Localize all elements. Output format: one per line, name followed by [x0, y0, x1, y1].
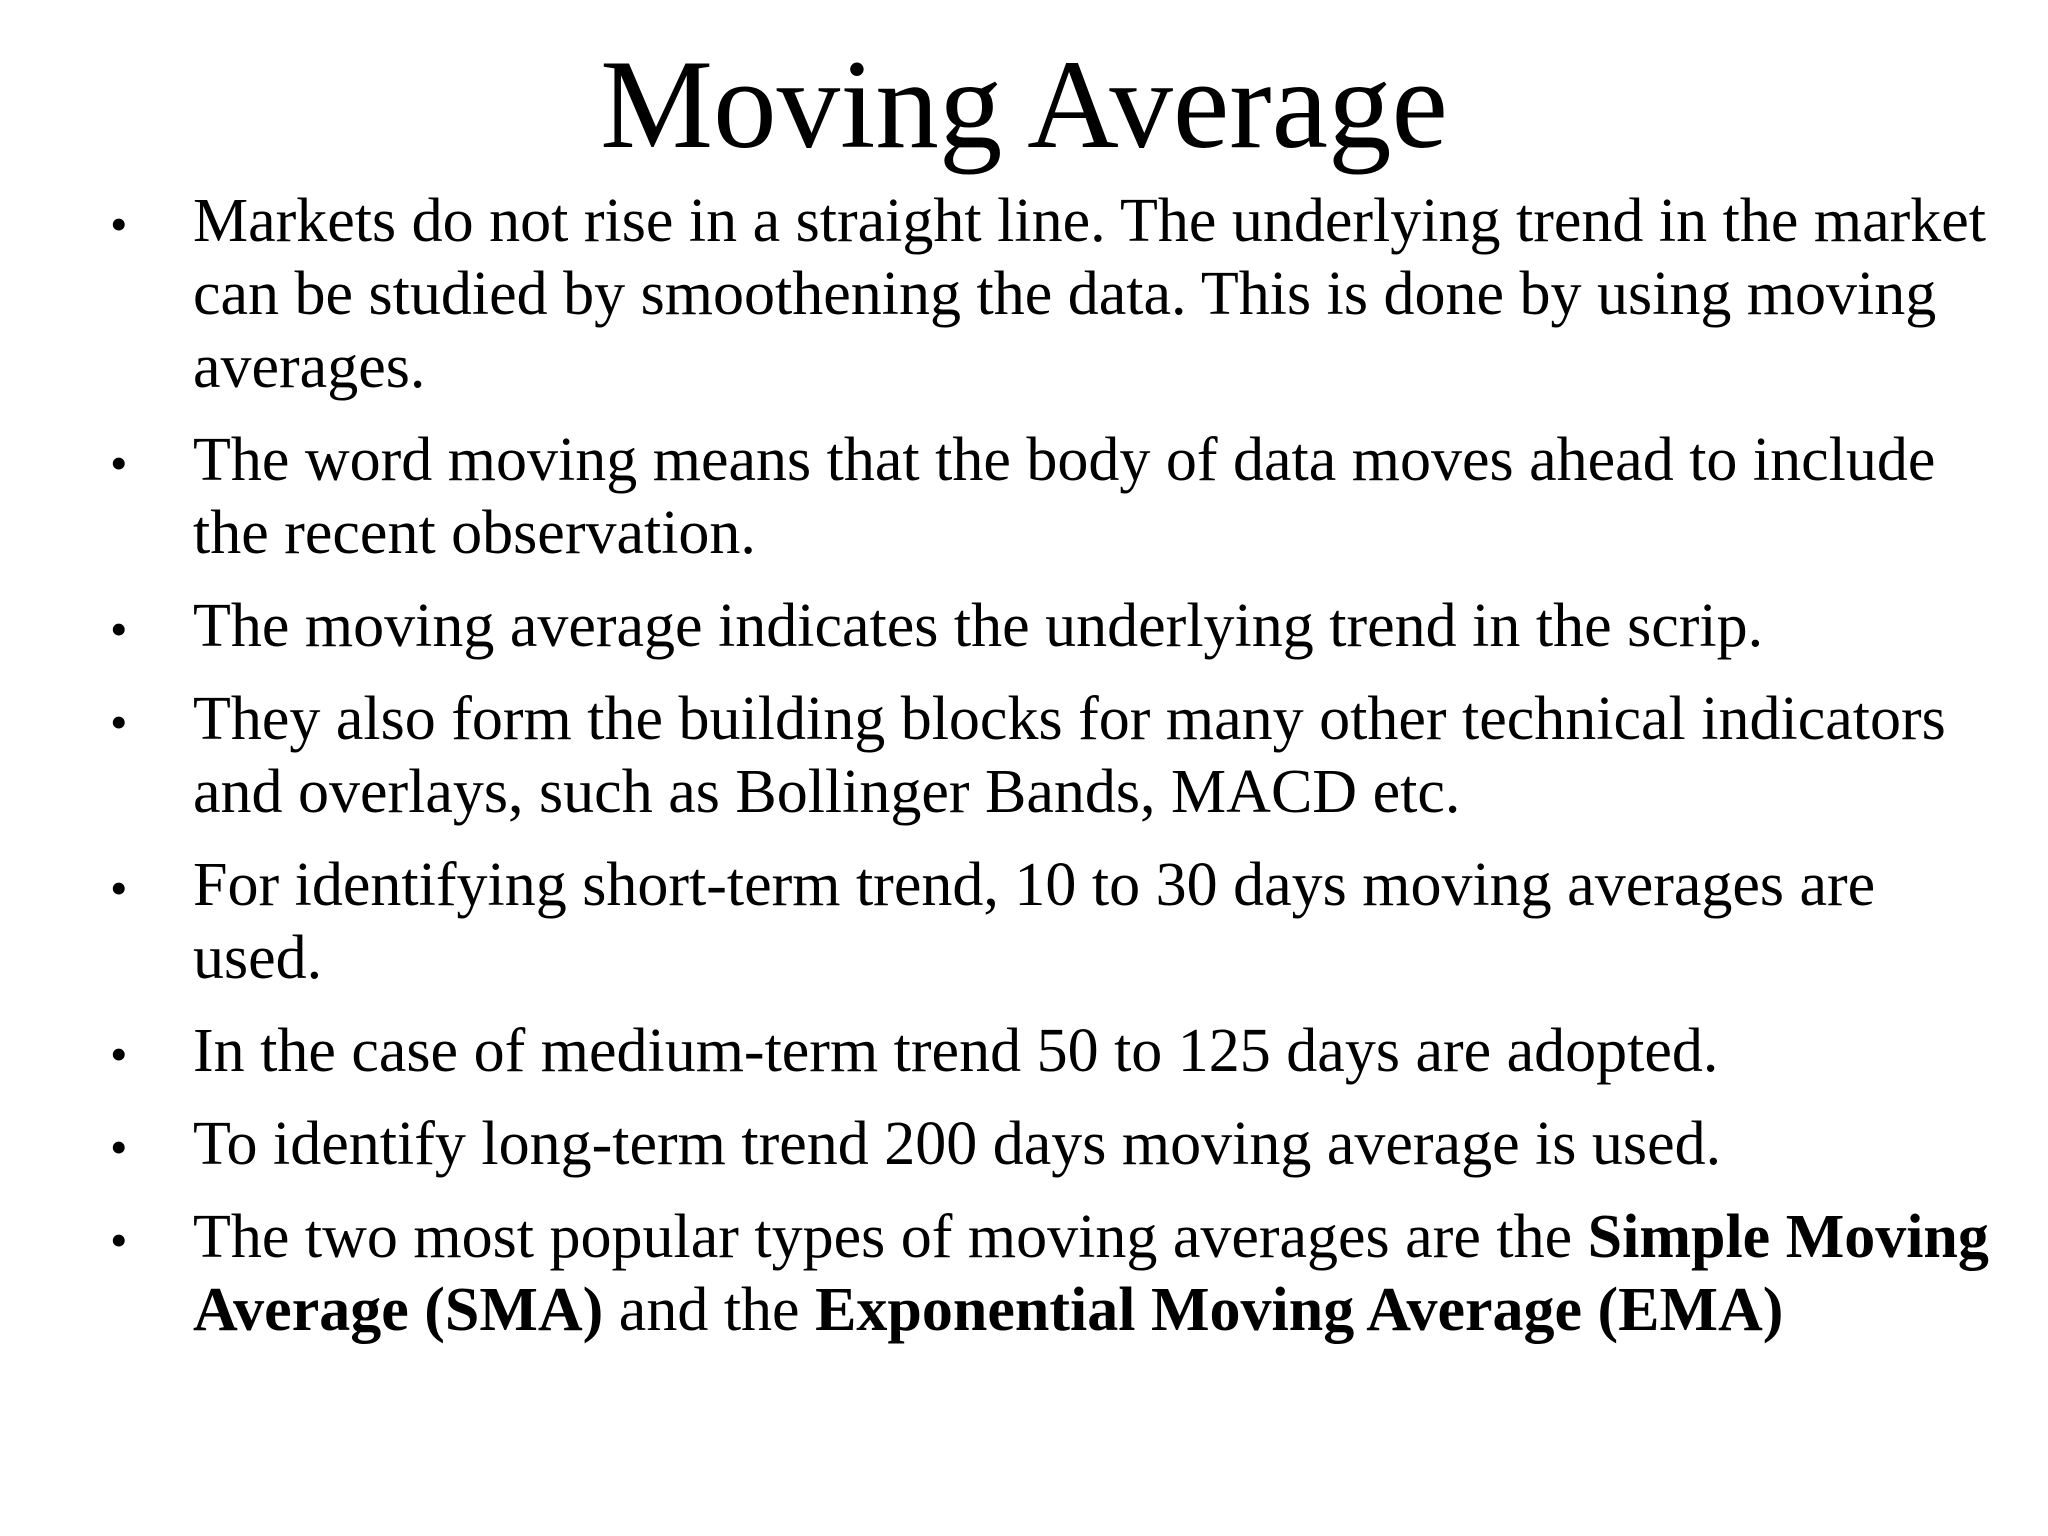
bullet-item: • The two most popular types of moving av… — [108, 1201, 2000, 1347]
bullet-text: and the — [603, 1276, 816, 1344]
bullet-marker-icon: • — [110, 196, 128, 252]
bullet-text-bold: Exponential Moving Average (EMA) — [815, 1276, 1784, 1344]
bullet-item: • For identifying short-term trend, 10 to… — [108, 849, 2000, 995]
bullet-marker-icon: • — [110, 1026, 128, 1082]
bullet-item: • The moving average indicates the underl… — [108, 590, 2000, 663]
bullet-list: • Markets do not rise in a straight line.… — [108, 185, 2000, 1347]
bullet-marker-icon: • — [110, 435, 128, 491]
bullet-marker-icon: • — [110, 1212, 128, 1268]
bullet-text: The moving average indicates the underly… — [193, 592, 1764, 660]
bullet-item: • To identify long-term trend 200 days mo… — [108, 1108, 2000, 1181]
bullet-item: • They also form the building blocks for … — [108, 683, 2000, 829]
bullet-marker-icon: • — [110, 694, 128, 750]
bullet-item: • In the case of medium-term trend 50 to … — [108, 1015, 2000, 1088]
bullet-item: • The word moving means that the body of … — [108, 424, 2000, 570]
bullet-text: The word moving means that the body of d… — [193, 426, 1936, 567]
bullet-text: They also form the building blocks for m… — [193, 685, 1946, 826]
bullet-text: To identify long-term trend 200 days mov… — [193, 1110, 1722, 1178]
bullet-marker-icon: • — [110, 601, 128, 657]
bullet-item: • Markets do not rise in a straight line.… — [108, 185, 2000, 404]
slide-title: Moving Average — [600, 35, 1448, 175]
bullet-marker-icon: • — [110, 1119, 128, 1175]
bullet-text: The two most popular types of moving ave… — [193, 1203, 1588, 1271]
bullet-text: In the case of medium-term trend 50 to 1… — [193, 1017, 1719, 1085]
bullet-text: Markets do not rise in a straight line. … — [193, 187, 1986, 401]
bullet-marker-icon: • — [110, 860, 128, 916]
bullet-text: For identifying short-term trend, 10 to … — [193, 851, 1876, 992]
bullet-text-bold: Simple Moving Average (SMA) — [193, 1203, 1989, 1344]
